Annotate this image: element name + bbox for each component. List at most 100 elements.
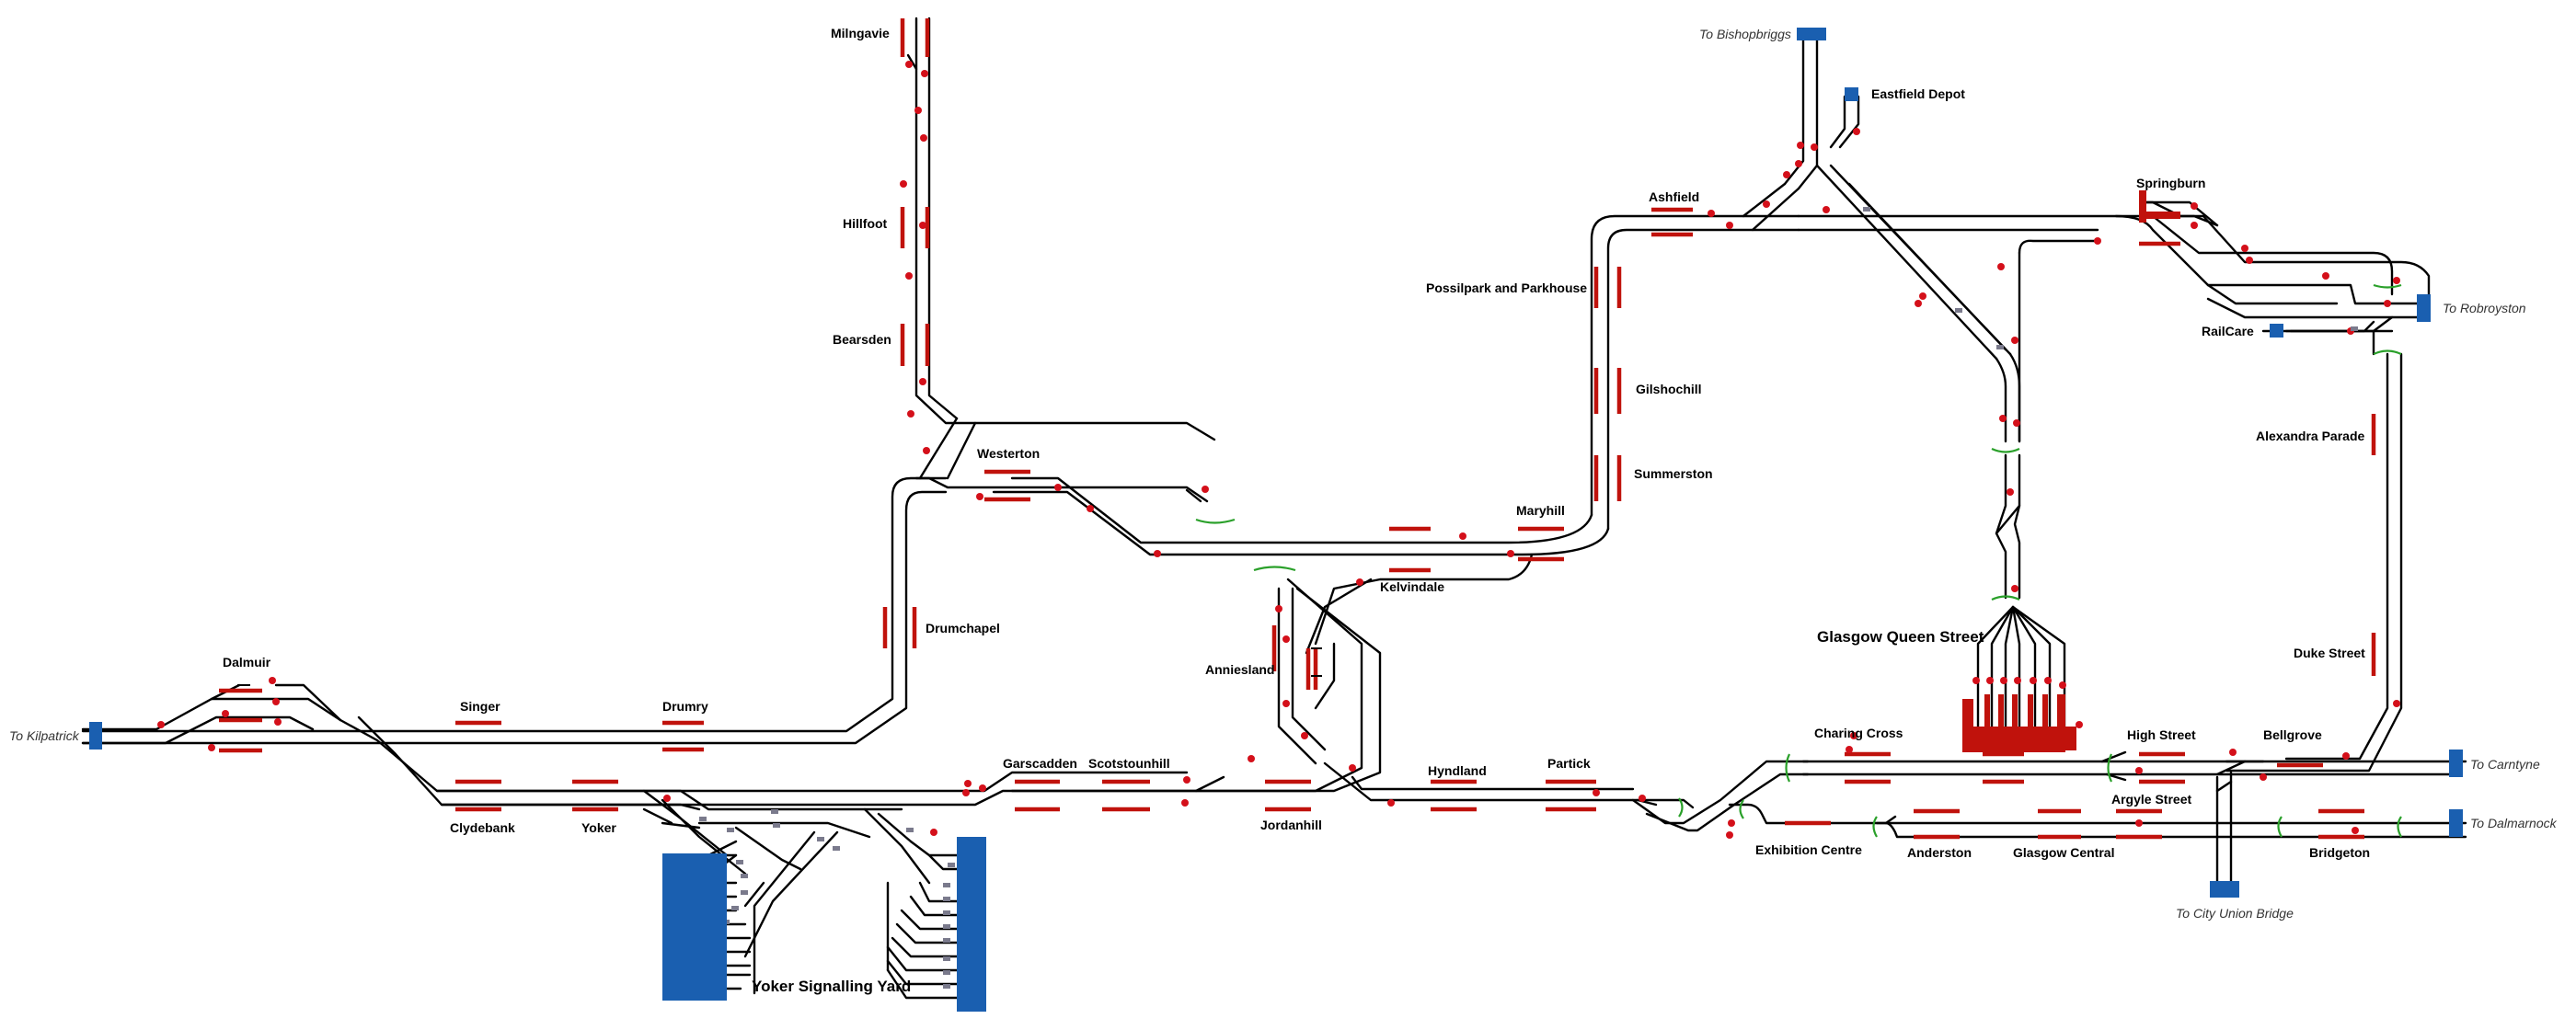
signal-icon [2044,677,2052,684]
dest-robroyston: To Robroyston [2443,301,2526,315]
signal-icon [2135,767,2143,774]
signal-icon [2094,237,2101,245]
signal-icon [1728,819,1735,827]
signal-icon [2342,752,2350,760]
signal-icon [1349,764,1356,772]
signal-icon [1183,776,1190,784]
station-springburn: Springburn [2136,176,2205,190]
station-bearsden: Bearsden [833,332,891,347]
signal-icon [2260,773,2267,781]
signal-icon [1823,206,1830,213]
siding-block-icon [1845,87,1858,101]
signal-icon [1459,532,1466,540]
signal-icon [914,107,922,114]
signal-icon [208,744,215,751]
boundary-block-icon [2449,750,2463,777]
station-drumchapel: Drumchapel [926,621,1000,635]
signal-icon [2000,677,2007,684]
yard-markers [699,207,2358,989]
station-high-street: High Street [2127,727,2196,742]
signal-icon [1154,550,1161,557]
signal-icon [663,795,671,802]
signal-icon [1181,799,1189,807]
station-hillfoot: Hillfoot [843,216,888,231]
station-central: Glasgow Central [2013,845,2114,860]
signal-icon [1202,486,1209,493]
signal-icon [1301,732,1308,739]
signal-icon [1783,171,1790,178]
signal-icon [1054,484,1062,491]
signal-icon [1726,831,1733,839]
station-maryhill: Maryhill [1516,503,1565,518]
signal-icon [905,61,913,68]
signal-icon [272,698,280,705]
station-eastfield: Eastfield Depot [1871,86,1965,101]
signal-icon [2014,677,2021,684]
signal-icon [2352,827,2359,834]
dest-city-union: To City Union Bridge [2176,906,2294,921]
signal-icon [1811,143,1818,151]
shunt-markers [1195,283,2402,838]
signal-icon [1248,755,1255,762]
station-yoker: Yoker [581,820,616,835]
signal-icon [930,829,937,836]
signal-icon [964,780,972,787]
yard-label: Yoker Signalling Yard [752,978,911,995]
signals [157,61,2400,839]
signal-icon [2241,245,2248,252]
signal-icon [905,272,913,280]
station-jordanhill: Jordanhill [1260,818,1322,832]
signal-icon [2393,277,2400,284]
station-duke: Duke Street [2294,646,2365,660]
signal-icon [2013,419,2020,427]
signal-icon [2030,677,2037,684]
station-railcare: RailCare [2202,324,2254,338]
signal-icon [1795,160,1802,167]
signal-icon [157,721,165,728]
station-scotstounhill: Scotstounhill [1088,756,1170,771]
station-bridgeton: Bridgeton [2309,845,2370,860]
signal-icon [1087,505,1094,512]
signal-icon [2229,749,2237,756]
signal-icon [907,410,914,418]
station-hyndland: Hyndland [1428,763,1487,778]
signal-icon [1997,263,2005,270]
boundary-block-icon [2417,294,2431,322]
labels: Milngavie Hillfoot Bearsden Westerton Dr… [9,26,2558,995]
siding-block-icon [2270,324,2283,338]
signal-icon [1275,605,1282,612]
station-kelvindale: Kelvindale [1380,579,1444,594]
signal-icon [1850,732,1857,739]
signal-icon [1356,578,1363,586]
boundary-block-icon [89,722,102,750]
signal-icon [1915,300,1922,307]
signal-icon [2011,337,2018,344]
yard-east-sidings [957,837,986,1012]
signal-icon [921,70,928,77]
signal-icon [2011,585,2018,592]
boundary-block-icon [2449,809,2463,837]
signal-icon [1846,746,1853,753]
station-argyle: Argyle Street [2111,792,2191,807]
signal-icon [1972,677,1980,684]
signal-icon [1639,795,1646,802]
signal-icon [222,710,229,717]
signal-icon [920,134,927,142]
signal-icon [2384,300,2391,307]
signal-icon [1282,700,1290,707]
signal-icon [1507,550,1514,557]
signal-icon [2135,819,2143,827]
signal-icon [2076,721,2083,728]
signal-icon [979,784,986,792]
station-gilshochill: Gilshochill [1636,382,1702,396]
dest-dalmarnock: To Dalmarnock [2470,816,2558,830]
station-possilpark: Possilpark and Parkhouse [1426,280,1587,295]
signal-icon [1763,200,1770,208]
signal-icon [1986,677,1994,684]
station-charing: Charing Cross [1814,726,1903,740]
signal-icon [919,378,926,385]
yard-west-sidings [662,853,727,1001]
station-queen-street: Glasgow Queen Street [1817,628,1984,646]
